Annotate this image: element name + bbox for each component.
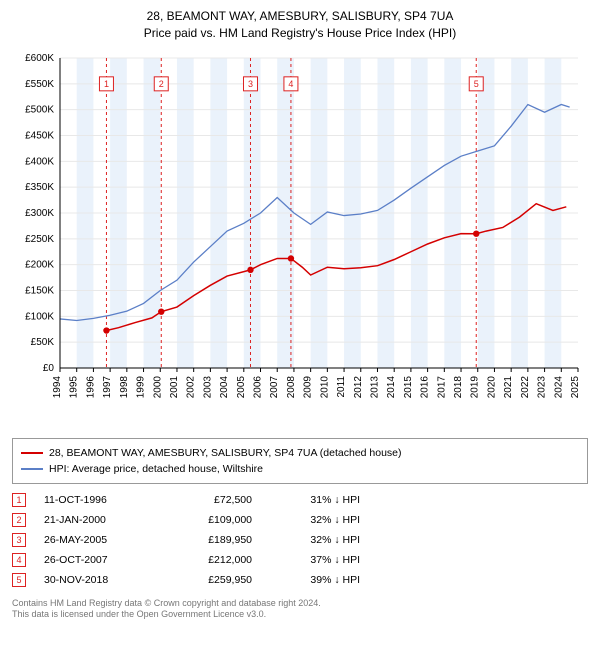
svg-text:1998: 1998 bbox=[119, 375, 130, 398]
svg-text:2021: 2021 bbox=[503, 375, 514, 398]
legend-box: 28, BEAMONT WAY, AMESBURY, SALISBURY, SP… bbox=[12, 438, 588, 484]
svg-text:1999: 1999 bbox=[136, 375, 147, 398]
svg-text:2024: 2024 bbox=[553, 375, 564, 398]
sale-marker: 1 bbox=[12, 493, 26, 507]
sale-row: 2 21-JAN-2000 £109,000 32% ↓ HPI bbox=[12, 510, 588, 530]
sale-price: £72,500 bbox=[162, 494, 252, 506]
sale-marker: 4 bbox=[12, 553, 26, 567]
svg-text:1994: 1994 bbox=[52, 375, 63, 398]
legend-item: 28, BEAMONT WAY, AMESBURY, SALISBURY, SP… bbox=[21, 445, 579, 461]
svg-text:2001: 2001 bbox=[169, 375, 180, 398]
svg-text:1997: 1997 bbox=[102, 375, 113, 398]
svg-text:£200K: £200K bbox=[25, 259, 54, 270]
svg-text:2012: 2012 bbox=[353, 375, 364, 398]
svg-text:2023: 2023 bbox=[537, 375, 548, 398]
svg-text:2015: 2015 bbox=[403, 375, 414, 398]
sale-hpi-diff: 31% ↓ HPI bbox=[270, 494, 360, 506]
svg-text:1: 1 bbox=[104, 78, 109, 88]
svg-text:2002: 2002 bbox=[186, 375, 197, 398]
price-chart: £0 £50K £100K £150K £200K £250K £300K £350K £400… bbox=[10, 48, 590, 428]
sale-row: 1 11-OCT-1996 £72,500 31% ↓ HPI bbox=[12, 490, 588, 510]
sale-date: 30-NOV-2018 bbox=[44, 574, 144, 586]
svg-text:1995: 1995 bbox=[69, 375, 80, 398]
svg-text:2018: 2018 bbox=[453, 375, 464, 398]
svg-text:2004: 2004 bbox=[219, 375, 230, 398]
sale-hpi-diff: 39% ↓ HPI bbox=[270, 574, 360, 586]
svg-text:2020: 2020 bbox=[486, 375, 497, 398]
sale-hpi-diff: 32% ↓ HPI bbox=[270, 534, 360, 546]
svg-text:2025: 2025 bbox=[570, 375, 581, 398]
svg-text:2009: 2009 bbox=[303, 375, 314, 398]
svg-text:1996: 1996 bbox=[85, 375, 96, 398]
svg-text:2014: 2014 bbox=[386, 375, 397, 398]
svg-text:£500K: £500K bbox=[25, 104, 54, 115]
legend-swatch bbox=[21, 468, 43, 470]
svg-text:£0: £0 bbox=[43, 363, 55, 374]
sale-marker: 5 bbox=[12, 573, 26, 587]
legend-label: HPI: Average price, detached house, Wilt… bbox=[49, 463, 263, 475]
svg-text:£400K: £400K bbox=[25, 156, 54, 167]
sale-marker: 3 bbox=[12, 533, 26, 547]
svg-text:2010: 2010 bbox=[319, 375, 330, 398]
svg-text:3: 3 bbox=[248, 78, 253, 88]
svg-text:2013: 2013 bbox=[369, 375, 380, 398]
svg-text:2008: 2008 bbox=[286, 375, 297, 398]
chart-area: £0 £50K £100K £150K £200K £250K £300K £350K £400… bbox=[10, 48, 590, 428]
footer-line: Contains HM Land Registry data © Crown c… bbox=[12, 598, 588, 610]
svg-text:£350K: £350K bbox=[25, 182, 54, 193]
sales-table: 1 11-OCT-1996 £72,500 31% ↓ HPI 2 21-JAN-2000… bbox=[12, 490, 588, 590]
figure-container: 28, BEAMONT WAY, AMESBURY, SALISBURY, SP… bbox=[0, 0, 600, 629]
svg-text:5: 5 bbox=[474, 78, 479, 88]
svg-text:2011: 2011 bbox=[336, 375, 347, 397]
sale-date: 11-OCT-1996 bbox=[44, 494, 144, 506]
svg-text:£600K: £600K bbox=[25, 53, 54, 64]
sale-row: 4 26-OCT-2007 £212,000 37% ↓ HPI bbox=[12, 550, 588, 570]
svg-text:2003: 2003 bbox=[202, 375, 213, 398]
sale-price: £109,000 bbox=[162, 514, 252, 526]
svg-text:2019: 2019 bbox=[470, 375, 481, 398]
svg-text:2: 2 bbox=[159, 78, 164, 88]
sale-price: £212,000 bbox=[162, 554, 252, 566]
data-attribution: Contains HM Land Registry data © Crown c… bbox=[12, 598, 588, 621]
svg-text:£150K: £150K bbox=[25, 285, 54, 296]
svg-text:2000: 2000 bbox=[152, 375, 163, 398]
sale-hpi-diff: 37% ↓ HPI bbox=[270, 554, 360, 566]
footer-line: This data is licensed under the Open Gov… bbox=[12, 609, 588, 621]
legend-swatch bbox=[21, 452, 43, 454]
svg-text:£450K: £450K bbox=[25, 130, 54, 141]
legend-item: HPI: Average price, detached house, Wilt… bbox=[21, 461, 579, 477]
sale-row: 5 30-NOV-2018 £259,950 39% ↓ HPI bbox=[12, 570, 588, 590]
svg-text:4: 4 bbox=[288, 78, 293, 88]
sale-hpi-diff: 32% ↓ HPI bbox=[270, 514, 360, 526]
svg-text:2005: 2005 bbox=[236, 375, 247, 398]
svg-text:£300K: £300K bbox=[25, 208, 54, 219]
sale-date: 26-OCT-2007 bbox=[44, 554, 144, 566]
svg-text:2017: 2017 bbox=[436, 375, 447, 398]
sale-price: £189,950 bbox=[162, 534, 252, 546]
sale-date: 21-JAN-2000 bbox=[44, 514, 144, 526]
title-block: 28, BEAMONT WAY, AMESBURY, SALISBURY, SP… bbox=[10, 8, 590, 42]
svg-text:2022: 2022 bbox=[520, 375, 531, 398]
chart-address: 28, BEAMONT WAY, AMESBURY, SALISBURY, SP… bbox=[10, 8, 590, 25]
sale-price: £259,950 bbox=[162, 574, 252, 586]
sale-date: 26-MAY-2005 bbox=[44, 534, 144, 546]
sale-row: 3 26-MAY-2005 £189,950 32% ↓ HPI bbox=[12, 530, 588, 550]
svg-text:£250K: £250K bbox=[25, 233, 54, 244]
legend-label: 28, BEAMONT WAY, AMESBURY, SALISBURY, SP… bbox=[49, 447, 402, 459]
svg-text:£50K: £50K bbox=[31, 337, 55, 348]
svg-text:£100K: £100K bbox=[25, 311, 54, 322]
svg-text:2007: 2007 bbox=[269, 375, 280, 398]
sale-marker: 2 bbox=[12, 513, 26, 527]
svg-text:2006: 2006 bbox=[253, 375, 264, 398]
svg-text:2016: 2016 bbox=[420, 375, 431, 398]
chart-subtitle: Price paid vs. HM Land Registry's House … bbox=[10, 25, 590, 42]
svg-text:£550K: £550K bbox=[25, 78, 54, 89]
